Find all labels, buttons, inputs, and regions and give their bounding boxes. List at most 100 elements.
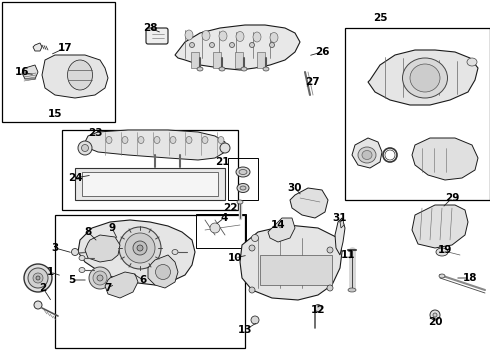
Polygon shape bbox=[105, 272, 138, 298]
Ellipse shape bbox=[270, 32, 278, 42]
Ellipse shape bbox=[34, 301, 42, 309]
Ellipse shape bbox=[249, 42, 254, 48]
Bar bbox=[257, 52, 265, 68]
Ellipse shape bbox=[119, 227, 161, 269]
Text: 14: 14 bbox=[270, 220, 285, 230]
Polygon shape bbox=[412, 205, 468, 248]
Polygon shape bbox=[33, 43, 42, 51]
Bar bbox=[196, 214, 246, 248]
Ellipse shape bbox=[185, 30, 193, 40]
Ellipse shape bbox=[97, 275, 103, 281]
Ellipse shape bbox=[241, 67, 247, 71]
Text: 10: 10 bbox=[228, 253, 242, 263]
Text: 16: 16 bbox=[15, 67, 29, 77]
Bar bbox=[55, 215, 245, 348]
Text: 17: 17 bbox=[58, 43, 73, 53]
Ellipse shape bbox=[72, 248, 78, 256]
Ellipse shape bbox=[315, 305, 321, 311]
Ellipse shape bbox=[172, 249, 178, 255]
Ellipse shape bbox=[78, 141, 92, 155]
Ellipse shape bbox=[467, 58, 477, 66]
Ellipse shape bbox=[210, 223, 220, 233]
Ellipse shape bbox=[137, 245, 143, 251]
Ellipse shape bbox=[125, 233, 155, 263]
Text: 26: 26 bbox=[315, 47, 329, 57]
Ellipse shape bbox=[249, 287, 255, 293]
Polygon shape bbox=[268, 218, 295, 242]
Polygon shape bbox=[148, 255, 178, 288]
Text: 20: 20 bbox=[428, 317, 442, 327]
Ellipse shape bbox=[253, 32, 261, 42]
Ellipse shape bbox=[89, 267, 111, 289]
Ellipse shape bbox=[439, 274, 445, 278]
Ellipse shape bbox=[239, 170, 247, 175]
Ellipse shape bbox=[106, 136, 112, 144]
Ellipse shape bbox=[251, 234, 259, 242]
Ellipse shape bbox=[433, 313, 437, 317]
Text: 12: 12 bbox=[311, 305, 325, 315]
Text: 3: 3 bbox=[51, 243, 59, 253]
Polygon shape bbox=[22, 65, 38, 79]
Ellipse shape bbox=[81, 144, 89, 152]
Ellipse shape bbox=[219, 67, 225, 71]
Polygon shape bbox=[85, 130, 225, 160]
Ellipse shape bbox=[240, 186, 246, 190]
Text: 22: 22 bbox=[223, 203, 237, 213]
Polygon shape bbox=[85, 235, 120, 262]
Ellipse shape bbox=[237, 200, 243, 204]
Ellipse shape bbox=[219, 31, 227, 41]
Text: 25: 25 bbox=[373, 13, 387, 23]
Ellipse shape bbox=[202, 31, 210, 40]
Text: 1: 1 bbox=[47, 267, 53, 277]
Text: 5: 5 bbox=[69, 275, 75, 285]
Text: 7: 7 bbox=[104, 283, 112, 293]
Text: 4: 4 bbox=[220, 213, 228, 223]
Ellipse shape bbox=[24, 264, 52, 292]
Bar bbox=[345, 28, 490, 200]
Ellipse shape bbox=[236, 31, 244, 41]
Ellipse shape bbox=[190, 42, 195, 48]
Ellipse shape bbox=[263, 67, 269, 71]
Bar bbox=[260, 255, 332, 285]
Ellipse shape bbox=[33, 273, 43, 283]
Ellipse shape bbox=[327, 285, 333, 291]
Ellipse shape bbox=[348, 288, 356, 292]
Ellipse shape bbox=[138, 136, 144, 144]
Bar bbox=[228, 158, 258, 200]
Text: 9: 9 bbox=[108, 223, 116, 233]
Ellipse shape bbox=[133, 241, 147, 255]
Polygon shape bbox=[290, 188, 328, 218]
Text: 24: 24 bbox=[68, 173, 82, 183]
Ellipse shape bbox=[93, 271, 107, 285]
Ellipse shape bbox=[362, 150, 372, 159]
Polygon shape bbox=[352, 138, 382, 168]
Text: 15: 15 bbox=[48, 109, 62, 119]
Ellipse shape bbox=[154, 136, 160, 144]
Text: 18: 18 bbox=[463, 273, 477, 283]
Bar bbox=[213, 52, 221, 68]
Bar bbox=[62, 130, 238, 210]
Ellipse shape bbox=[186, 136, 192, 144]
Polygon shape bbox=[368, 50, 478, 105]
Bar bbox=[82, 172, 218, 196]
Text: 29: 29 bbox=[445, 193, 459, 203]
Ellipse shape bbox=[79, 256, 85, 261]
Text: 11: 11 bbox=[341, 250, 355, 260]
Ellipse shape bbox=[210, 42, 215, 48]
Text: 19: 19 bbox=[438, 245, 452, 255]
Ellipse shape bbox=[68, 60, 93, 90]
Polygon shape bbox=[240, 225, 342, 300]
Ellipse shape bbox=[28, 268, 48, 288]
Polygon shape bbox=[335, 218, 345, 255]
Bar bbox=[2, 2, 115, 122]
Polygon shape bbox=[412, 138, 478, 180]
Ellipse shape bbox=[237, 184, 249, 193]
Text: 31: 31 bbox=[333, 213, 347, 223]
Text: 6: 6 bbox=[139, 275, 147, 285]
Ellipse shape bbox=[410, 64, 440, 92]
Ellipse shape bbox=[436, 248, 448, 256]
Ellipse shape bbox=[220, 143, 230, 153]
Bar bbox=[191, 52, 199, 68]
Text: 8: 8 bbox=[84, 227, 92, 237]
Bar bbox=[235, 52, 243, 68]
